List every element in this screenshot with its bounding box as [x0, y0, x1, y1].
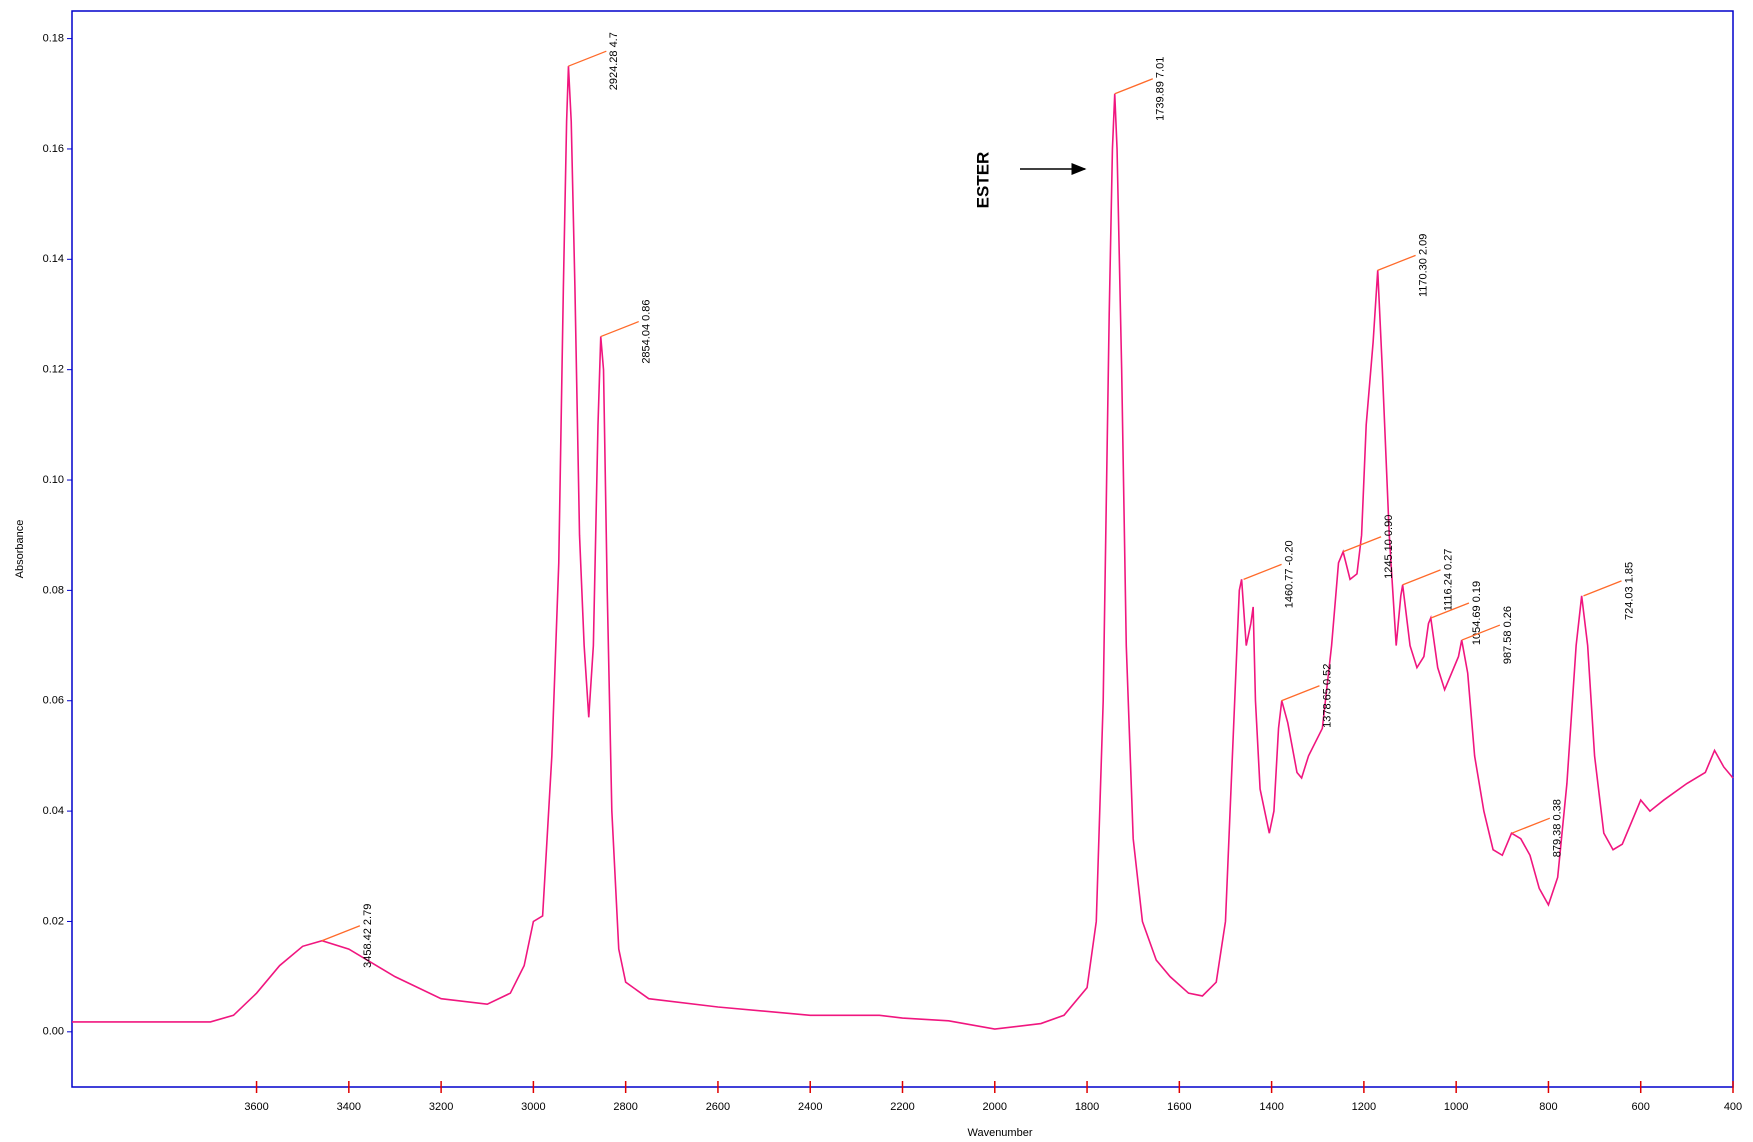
y-tick-label: 0.00	[43, 1026, 64, 1038]
x-tick-label: 1800	[1075, 1101, 1099, 1113]
peak-label: 1739.89 7.01	[1155, 57, 1167, 121]
x-axis-label: Wavenumber	[967, 1127, 1032, 1139]
peak-leader	[321, 925, 361, 942]
peak-label: 724.03 1.85	[1623, 562, 1635, 620]
peak-label: 1054.69 0.19	[1471, 581, 1483, 645]
x-tick-label: 3200	[429, 1101, 453, 1113]
peak-leader	[1114, 78, 1154, 95]
x-tick-label: 2800	[613, 1101, 637, 1113]
peak-leader	[1511, 817, 1551, 834]
peak-leader	[1342, 536, 1382, 553]
y-tick-label: 0.10	[43, 474, 64, 486]
x-tick-label: 2200	[890, 1101, 914, 1113]
x-tick-label: 600	[1632, 1101, 1650, 1113]
peak-leader	[600, 320, 639, 338]
y-tick-label: 0.18	[43, 32, 64, 44]
y-axis-label: Absorbance	[14, 520, 26, 579]
annotation: ESTER	[973, 152, 992, 209]
peak-label: 879.38 0.38	[1552, 799, 1564, 857]
peak-label: 1245.10 0.90	[1383, 515, 1395, 579]
y-tick-label: 0.08	[43, 584, 64, 596]
y-tick-label: 0.14	[43, 253, 64, 265]
peak-leader	[1461, 624, 1501, 641]
peak-label: 2854.04 0.86	[641, 299, 653, 363]
plot-frame	[71, 10, 1734, 1088]
x-tick-label: 1400	[1259, 1101, 1283, 1113]
peak-leader	[1402, 569, 1441, 586]
peak-label: 2924.28 4.7	[608, 32, 620, 90]
x-tick-label: 3000	[521, 1101, 545, 1113]
peak-leader	[1377, 254, 1416, 271]
y-tick-label: 0.06	[43, 695, 64, 707]
peak-label: 3458.42 2.79	[362, 904, 374, 968]
x-tick-label: 2600	[706, 1101, 730, 1113]
y-tick-label: 0.02	[43, 915, 64, 927]
y-tick-label: 0.16	[43, 143, 64, 155]
x-tick-label: 3400	[337, 1101, 361, 1113]
spectrum-line	[72, 66, 1734, 1030]
peak-leader	[1243, 563, 1282, 580]
peak-label: 1170.30 2.09	[1417, 234, 1429, 297]
peak-label: 1116.24 0.27	[1442, 549, 1454, 612]
x-tick-label: 2000	[983, 1101, 1007, 1113]
peak-leader	[568, 50, 607, 67]
peak-label: 1460.77 -0.20	[1283, 540, 1295, 608]
peak-label: 987.58 0.26	[1502, 606, 1514, 664]
y-tick-label: 0.04	[43, 805, 64, 817]
x-tick-label: 1600	[1167, 1101, 1191, 1113]
y-tick-label: 0.12	[43, 364, 64, 376]
x-tick-label: 3600	[244, 1101, 268, 1113]
x-tick-label: 400	[1724, 1101, 1742, 1113]
peak-leader	[1281, 685, 1320, 702]
peak-label: 1378.65 0.52	[1321, 664, 1333, 728]
peak-leader	[1430, 602, 1470, 619]
x-tick-label: 800	[1539, 1101, 1557, 1113]
peak-leader	[1583, 580, 1622, 597]
x-tick-label: 2400	[798, 1101, 822, 1113]
x-tick-label: 1200	[1352, 1101, 1376, 1113]
x-tick-label: 1000	[1444, 1101, 1468, 1113]
